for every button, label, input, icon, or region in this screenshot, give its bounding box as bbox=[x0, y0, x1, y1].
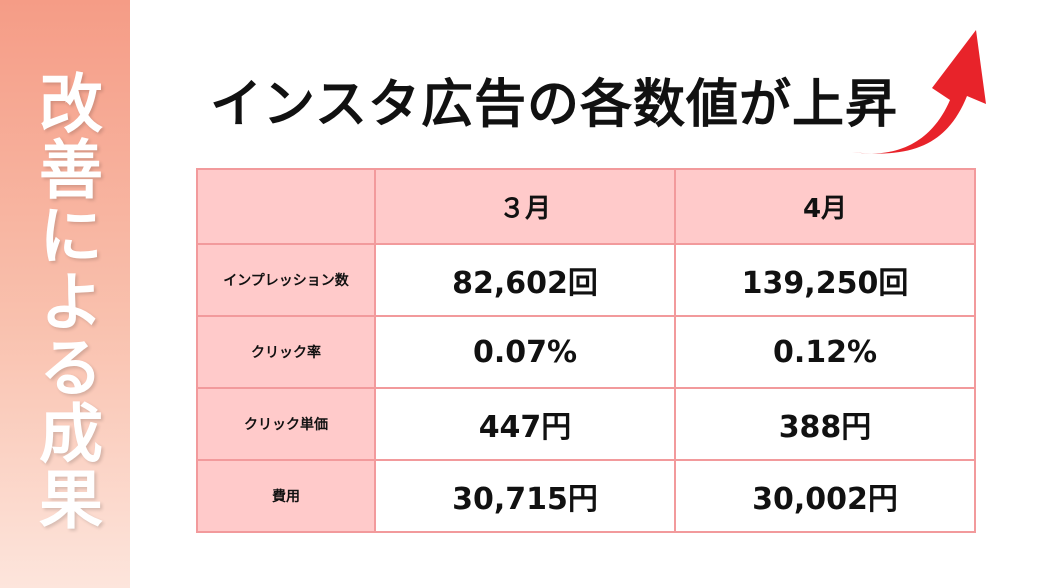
row-label-impressions: インプレッション数 bbox=[196, 243, 376, 317]
row-label-cpc: クリック単価 bbox=[196, 387, 376, 461]
value-impressions-march: 82,602回 bbox=[374, 243, 676, 317]
value-cost-april: 30,002円 bbox=[674, 459, 976, 533]
value-impressions-april: 139,250回 bbox=[674, 243, 976, 317]
page-title: インスタ広告の各数値が上昇 bbox=[210, 75, 898, 135]
table-row: クリック単価 447円 388円 bbox=[196, 387, 976, 461]
value-cpc-april: 388円 bbox=[674, 387, 976, 461]
column-header-march: ３月 bbox=[374, 168, 676, 245]
side-title: 改善による成果 bbox=[28, 70, 102, 532]
value-cpc-march: 447円 bbox=[374, 387, 676, 461]
table-row: クリック率 0.07% 0.12% bbox=[196, 315, 976, 389]
row-label-cost: 費用 bbox=[196, 459, 376, 533]
table-row: インプレッション数 82,602回 139,250回 bbox=[196, 243, 976, 317]
table-corner-cell bbox=[196, 168, 376, 245]
table-row: 費用 30,715円 30,002円 bbox=[196, 459, 976, 533]
row-label-ctr: クリック率 bbox=[196, 315, 376, 389]
value-cost-march: 30,715円 bbox=[374, 459, 676, 533]
value-ctr-march: 0.07% bbox=[374, 315, 676, 389]
table-header-row: ３月 4月 bbox=[196, 168, 976, 245]
value-ctr-april: 0.12% bbox=[674, 315, 976, 389]
side-band bbox=[0, 0, 130, 588]
up-right-arrow-icon bbox=[852, 30, 986, 154]
results-table: ３月 4月 インプレッション数 82,602回 139,250回 クリック率 0… bbox=[196, 168, 976, 533]
column-header-april: 4月 bbox=[674, 168, 976, 245]
